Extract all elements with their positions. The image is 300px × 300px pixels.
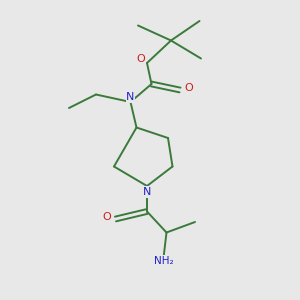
Text: N: N — [143, 187, 151, 197]
Text: O: O — [103, 212, 112, 223]
Text: NH₂: NH₂ — [154, 256, 173, 266]
Text: O: O — [136, 54, 145, 64]
Text: N: N — [126, 92, 135, 102]
Text: O: O — [184, 82, 193, 93]
